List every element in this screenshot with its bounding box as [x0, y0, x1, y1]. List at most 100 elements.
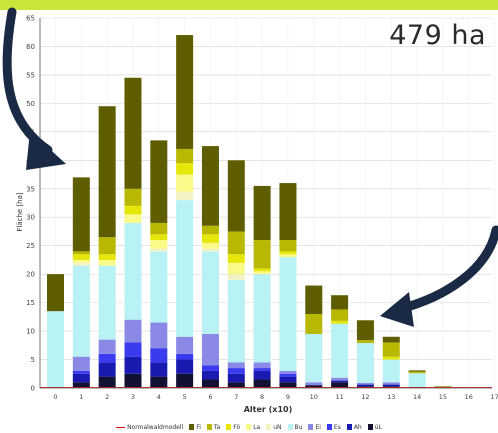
- arrow-left-icon: [2, 7, 53, 155]
- bar-segment: [227, 362, 245, 369]
- bar-stack-2: [98, 106, 116, 388]
- bar-segment: [201, 251, 219, 334]
- y-tick-label: 30: [26, 214, 35, 222]
- bar-segment: [382, 384, 400, 387]
- bar-segment: [98, 106, 116, 238]
- bar-segment: [382, 382, 400, 385]
- legend-item: Normalwaldmodell: [116, 424, 183, 431]
- bar-segment: [279, 240, 297, 252]
- bar-segment: [72, 177, 90, 252]
- bar-segment: [408, 373, 426, 388]
- bar-segment: [227, 368, 245, 374]
- bar-segment: [356, 340, 374, 344]
- bar-segment: [150, 240, 168, 249]
- bar-segment: [331, 382, 349, 388]
- x-tick-label: 3: [131, 393, 135, 401]
- bar-segment: [176, 163, 194, 175]
- legend-swatch: [226, 424, 232, 430]
- legend-label: Normalwaldmodell: [127, 423, 184, 431]
- legend-item: La: [246, 424, 260, 431]
- bar-segment: [227, 279, 245, 363]
- bar-segment: [124, 319, 142, 343]
- legend-label: Bu: [294, 423, 303, 431]
- y-tick-label: 0: [31, 385, 35, 393]
- bar-stack-12: [356, 320, 374, 388]
- arrow-right-head-icon: [380, 292, 414, 327]
- bar-segment: [331, 380, 349, 383]
- y-tick-label: 65: [26, 15, 35, 23]
- y-axis-title: Fläche [ha]: [16, 192, 24, 232]
- bar-segment: [356, 320, 374, 341]
- bar-stack-7: [227, 160, 245, 388]
- bar-segment: [72, 356, 90, 371]
- bar-segment: [227, 254, 245, 263]
- bar-stacks: [40, 35, 492, 389]
- bar-segment: [150, 222, 168, 235]
- bar-segment: [150, 251, 168, 323]
- axes: [39, 18, 492, 389]
- bar-segment: [72, 382, 90, 388]
- legend-swatch: [206, 424, 212, 430]
- bar-segment: [98, 376, 116, 388]
- x-tick-label: 12: [361, 393, 369, 401]
- x-axis-title: Alter (x10): [244, 405, 293, 414]
- bar-segment: [124, 356, 142, 374]
- legend-item: Fö: [226, 424, 240, 431]
- bar-segment: [176, 174, 194, 192]
- bar-segment: [227, 274, 245, 280]
- bar-segment: [253, 379, 271, 388]
- bar-segment: [72, 259, 90, 263]
- legend-item: uN: [266, 423, 282, 431]
- bar-stack-3: [124, 77, 142, 388]
- bar-segment: [98, 339, 116, 354]
- y-tick-label: 5: [31, 356, 35, 364]
- bar-stack-14: [408, 370, 426, 388]
- bar-segment: [382, 356, 400, 360]
- bar-stack-13: [382, 336, 400, 388]
- x-tick-label: 1: [79, 393, 83, 401]
- legend-swatch: [326, 424, 332, 430]
- legend-label: Ah: [353, 423, 362, 431]
- bar-segment: [305, 333, 323, 383]
- bar-segment: [98, 362, 116, 377]
- bar-segment: [227, 373, 245, 383]
- bar-segment: [46, 311, 64, 388]
- x-tick-label: 0: [53, 393, 57, 401]
- bar-segment: [331, 323, 349, 378]
- bar-segment: [382, 359, 400, 383]
- bar-segment: [201, 242, 219, 249]
- legend-swatch: [266, 424, 272, 430]
- bar-segment: [150, 322, 168, 349]
- bar-segment: [305, 382, 323, 386]
- legend-label: Es: [333, 423, 341, 431]
- bar-segment: [201, 146, 219, 226]
- legend-item: Ah: [346, 423, 362, 431]
- legend-label: Fö: [233, 423, 241, 431]
- bar-stack-0: [46, 274, 64, 388]
- arrow-right-icon: [395, 225, 498, 314]
- x-tick-label: 2: [105, 393, 109, 401]
- bar-segment: [72, 370, 90, 374]
- bar-segment: [305, 314, 323, 334]
- bar-segment: [331, 295, 349, 310]
- legend-swatch: [189, 424, 195, 430]
- bar-segment: [98, 259, 116, 266]
- legend-label: üL: [374, 423, 382, 431]
- bar-segment: [124, 373, 142, 388]
- bar-stack-8: [253, 185, 271, 388]
- legend-swatch: [346, 424, 352, 430]
- bar-segment: [98, 353, 116, 363]
- bar-segment: [279, 254, 297, 258]
- legend-item: üL: [367, 423, 382, 431]
- bar-segment: [279, 370, 297, 374]
- legend-item: Ta: [206, 424, 220, 431]
- bar-segment: [227, 382, 245, 388]
- arrow-left-head-icon: [26, 131, 66, 170]
- legend-label: uN: [273, 423, 282, 431]
- bar-segment: [176, 191, 194, 201]
- legend-swatch: [308, 424, 314, 430]
- bar-segment: [331, 377, 349, 381]
- y-tick-label: 15: [26, 299, 35, 307]
- bar-segment: [279, 373, 297, 377]
